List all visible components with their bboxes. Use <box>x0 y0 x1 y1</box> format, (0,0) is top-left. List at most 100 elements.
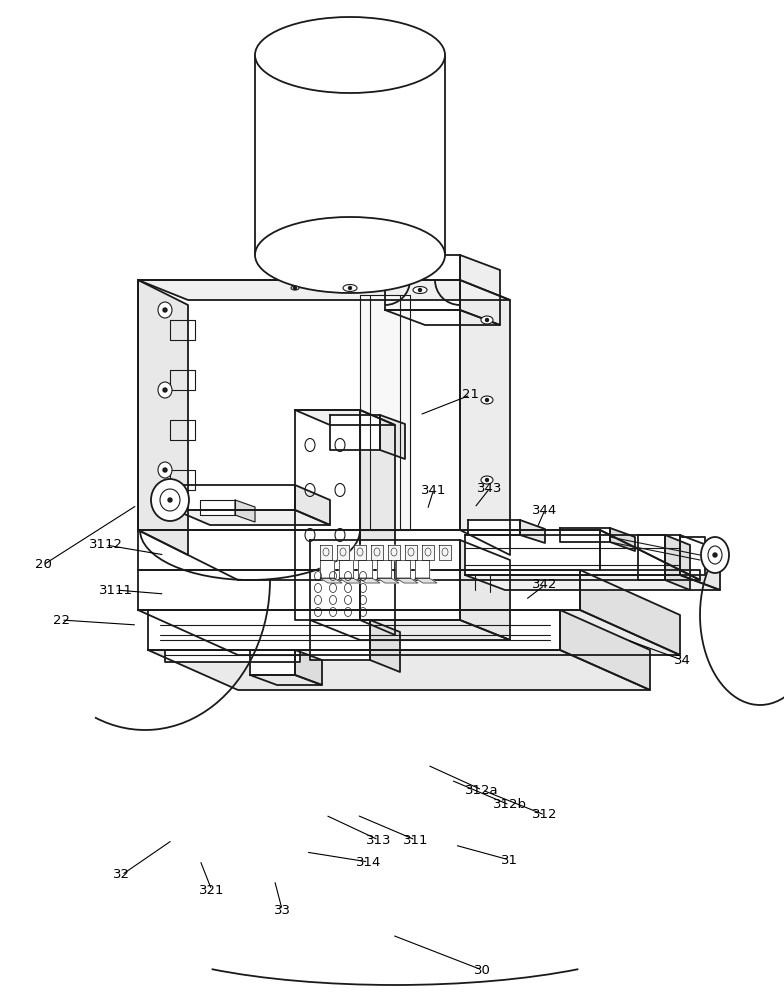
Ellipse shape <box>158 462 172 478</box>
Polygon shape <box>520 520 545 543</box>
Ellipse shape <box>481 316 493 324</box>
Polygon shape <box>138 610 680 655</box>
Text: 312a: 312a <box>466 784 499 796</box>
Ellipse shape <box>255 17 445 93</box>
Polygon shape <box>337 545 349 560</box>
Polygon shape <box>560 610 650 690</box>
Polygon shape <box>339 578 361 583</box>
Polygon shape <box>460 280 510 555</box>
Polygon shape <box>385 310 500 325</box>
Text: 20: 20 <box>34 558 52 571</box>
Polygon shape <box>170 320 195 340</box>
Polygon shape <box>460 255 500 325</box>
Polygon shape <box>377 578 399 583</box>
Ellipse shape <box>481 396 493 404</box>
Polygon shape <box>250 650 295 675</box>
Polygon shape <box>422 545 434 560</box>
Text: 344: 344 <box>532 504 557 516</box>
Polygon shape <box>415 560 429 578</box>
Polygon shape <box>385 255 460 310</box>
Polygon shape <box>358 560 372 578</box>
Polygon shape <box>465 535 680 575</box>
Polygon shape <box>610 528 635 551</box>
Polygon shape <box>310 540 460 620</box>
Polygon shape <box>388 545 400 560</box>
Polygon shape <box>320 578 342 583</box>
Ellipse shape <box>255 217 445 293</box>
Ellipse shape <box>485 479 488 482</box>
Polygon shape <box>138 570 580 610</box>
Polygon shape <box>360 410 395 635</box>
Ellipse shape <box>419 288 422 292</box>
Text: 30: 30 <box>474 964 491 976</box>
Polygon shape <box>560 528 610 542</box>
Polygon shape <box>170 420 195 440</box>
Ellipse shape <box>158 382 172 398</box>
Polygon shape <box>358 578 380 583</box>
Polygon shape <box>295 410 395 425</box>
Ellipse shape <box>701 537 729 573</box>
Ellipse shape <box>163 468 167 472</box>
Ellipse shape <box>168 498 172 502</box>
Polygon shape <box>138 280 510 300</box>
Text: 314: 314 <box>356 856 381 868</box>
Polygon shape <box>380 415 405 459</box>
Polygon shape <box>354 545 366 560</box>
Polygon shape <box>138 530 600 570</box>
Ellipse shape <box>151 479 189 521</box>
Polygon shape <box>175 510 330 525</box>
Text: 313: 313 <box>366 833 391 846</box>
Polygon shape <box>320 560 334 578</box>
Ellipse shape <box>485 398 488 401</box>
Polygon shape <box>460 540 510 640</box>
Polygon shape <box>148 610 560 650</box>
Polygon shape <box>377 560 391 578</box>
Ellipse shape <box>293 286 296 290</box>
Text: 3111: 3111 <box>99 583 133 596</box>
Polygon shape <box>165 650 300 662</box>
Text: 311: 311 <box>403 833 428 846</box>
Polygon shape <box>665 535 690 590</box>
Polygon shape <box>465 575 720 590</box>
Polygon shape <box>680 535 720 590</box>
Text: 312: 312 <box>532 808 557 821</box>
Polygon shape <box>148 650 650 690</box>
Text: 31: 31 <box>501 854 518 866</box>
Text: 321: 321 <box>199 884 224 896</box>
Polygon shape <box>638 535 665 580</box>
Polygon shape <box>138 530 700 580</box>
Polygon shape <box>580 570 680 655</box>
Ellipse shape <box>349 286 351 290</box>
Polygon shape <box>339 560 353 578</box>
Text: 33: 33 <box>274 904 291 916</box>
Ellipse shape <box>343 284 357 292</box>
Ellipse shape <box>481 476 493 484</box>
Polygon shape <box>468 520 520 535</box>
Text: 3112: 3112 <box>89 538 123 552</box>
Polygon shape <box>138 280 460 530</box>
Polygon shape <box>600 530 700 580</box>
Polygon shape <box>371 545 383 560</box>
Polygon shape <box>295 485 330 525</box>
Ellipse shape <box>485 318 488 322</box>
Polygon shape <box>360 295 410 530</box>
Polygon shape <box>396 578 418 583</box>
Polygon shape <box>295 650 322 685</box>
Polygon shape <box>295 410 360 620</box>
Polygon shape <box>170 470 195 490</box>
Polygon shape <box>330 415 380 450</box>
Text: 312b: 312b <box>492 798 527 812</box>
Polygon shape <box>396 560 410 578</box>
Polygon shape <box>370 620 400 672</box>
Polygon shape <box>175 485 295 510</box>
Polygon shape <box>320 545 332 560</box>
Ellipse shape <box>158 302 172 318</box>
Text: 34: 34 <box>673 654 691 667</box>
Ellipse shape <box>291 286 299 290</box>
Text: 32: 32 <box>113 868 130 882</box>
Polygon shape <box>200 500 235 515</box>
Polygon shape <box>405 545 417 560</box>
Text: 343: 343 <box>477 482 503 494</box>
Text: 341: 341 <box>421 484 446 496</box>
Polygon shape <box>415 578 437 583</box>
